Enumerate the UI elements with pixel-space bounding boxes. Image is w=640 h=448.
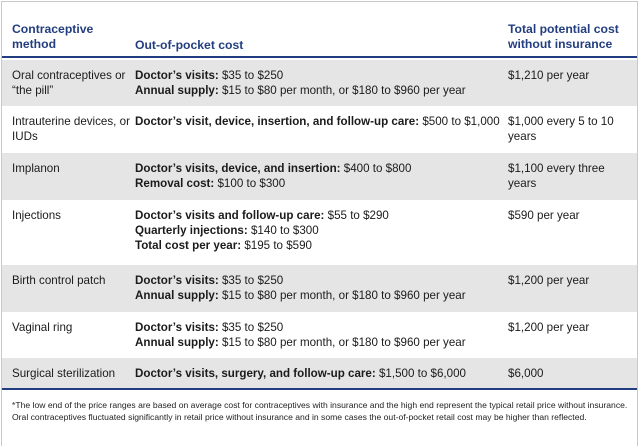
table-row: Injections Doctor’s visits and follow-up…: [2, 200, 637, 265]
method-cell: Oral contraceptives or “the pill”: [12, 69, 126, 97]
cost-label: Doctor’s visits, device, and insertion:: [135, 162, 341, 175]
total-cell: $1,200 per year: [508, 321, 590, 334]
total-cell: $590 per year: [508, 209, 580, 222]
cost-cell: Doctor’s visits and follow-up care: $55 …: [135, 208, 505, 253]
footnote-text: *The low end of the price ranges are bas…: [12, 400, 628, 423]
cost-label: Annual supply:: [135, 336, 219, 349]
table-row: Oral contraceptives or “the pill” Doctor…: [2, 60, 637, 106]
cost-value: $15 to $80 per month, or $180 to $960 pe…: [218, 289, 466, 302]
cost-value: $1,500 to $6,000: [375, 367, 466, 380]
method-cell: Surgical sterilization: [12, 367, 116, 380]
cost-label: Doctor’s visit, device, insertion, and f…: [135, 115, 420, 128]
cost-label: Doctor’s visits and follow-up care:: [135, 209, 325, 222]
cost-value: $140 to $300: [247, 224, 319, 237]
cost-value: $55 to $290: [324, 209, 389, 222]
cost-cell: Doctor’s visits: $35 to $250 Annual supp…: [135, 273, 505, 303]
cost-label: Doctor’s visits:: [135, 274, 219, 287]
header-method: Contraceptive method: [12, 22, 94, 51]
cost-cell: Doctor’s visits: $35 to $250 Annual supp…: [135, 320, 505, 350]
cost-label: Quarterly injections:: [135, 224, 248, 237]
table-row: Intrauterine devices, or IUDs Doctor’s v…: [2, 106, 637, 153]
total-cell: $1,210 per year: [508, 69, 590, 82]
footnote: *The low end of the price ranges are bas…: [2, 388, 637, 446]
table-row: Vaginal ring Doctor’s visits: $35 to $25…: [2, 312, 637, 358]
cost-value: $400 to $800: [340, 162, 412, 175]
cost-label: Removal cost:: [135, 177, 215, 190]
cost-label: Doctor’s visits, surgery, and follow-up …: [135, 367, 376, 380]
cost-label: Annual supply:: [135, 84, 219, 97]
table-row: Implanon Doctor’s visits, device, and in…: [2, 153, 637, 200]
total-cell: $1,000 every 5 to 10 years: [508, 115, 614, 143]
cost-value: $35 to $250: [218, 274, 284, 287]
cost-cell: Doctor’s visits: $35 to $250 Annual supp…: [135, 68, 505, 98]
cost-label: Doctor’s visits:: [135, 321, 219, 334]
total-cell: $1,100 every three years: [508, 162, 605, 190]
cost-label: Annual supply:: [135, 289, 219, 302]
method-cell: Intrauterine devices, or IUDs: [12, 115, 130, 143]
cost-label: Total cost per year:: [135, 239, 242, 252]
method-cell: Injections: [12, 209, 61, 222]
cost-value: $100 to $300: [214, 177, 286, 190]
total-cell: $1,200 per year: [508, 274, 590, 287]
total-cell: $6,000: [508, 367, 544, 380]
cost-value: $35 to $250: [218, 321, 284, 334]
method-cell: Birth control patch: [12, 274, 106, 287]
cost-value: $35 to $250: [218, 69, 284, 82]
cost-value: $500 to $1,000: [419, 115, 500, 128]
cost-cell: Doctor’s visits, device, and insertion: …: [135, 161, 505, 191]
cost-cell: Doctor’s visits, surgery, and follow-up …: [135, 366, 505, 381]
header-total-cost: Total potential cost without insurance: [508, 22, 619, 51]
cost-cell: Doctor’s visit, device, insertion, and f…: [135, 114, 505, 129]
method-cell: Implanon: [12, 162, 60, 175]
cost-value: $195 to $590: [241, 239, 313, 252]
table-row: Surgical sterilization Doctor’s visits, …: [2, 358, 637, 388]
cost-value: $15 to $80 per month, or $180 to $960 pe…: [218, 84, 466, 97]
cost-value: $15 to $80 per month, or $180 to $960 pe…: [218, 336, 466, 349]
table-row: Birth control patch Doctor’s visits: $35…: [2, 265, 637, 312]
cost-label: Doctor’s visits:: [135, 69, 219, 82]
method-cell: Vaginal ring: [12, 321, 73, 334]
table-header: Contraceptive method Out-of-pocket cost …: [2, 2, 637, 58]
header-out-of-pocket: Out-of-pocket cost: [135, 38, 244, 52]
